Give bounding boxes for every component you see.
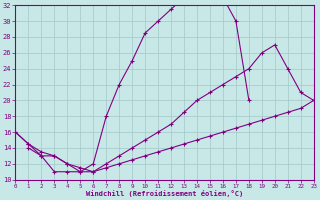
X-axis label: Windchill (Refroidissement éolien,°C): Windchill (Refroidissement éolien,°C): [86, 190, 243, 197]
